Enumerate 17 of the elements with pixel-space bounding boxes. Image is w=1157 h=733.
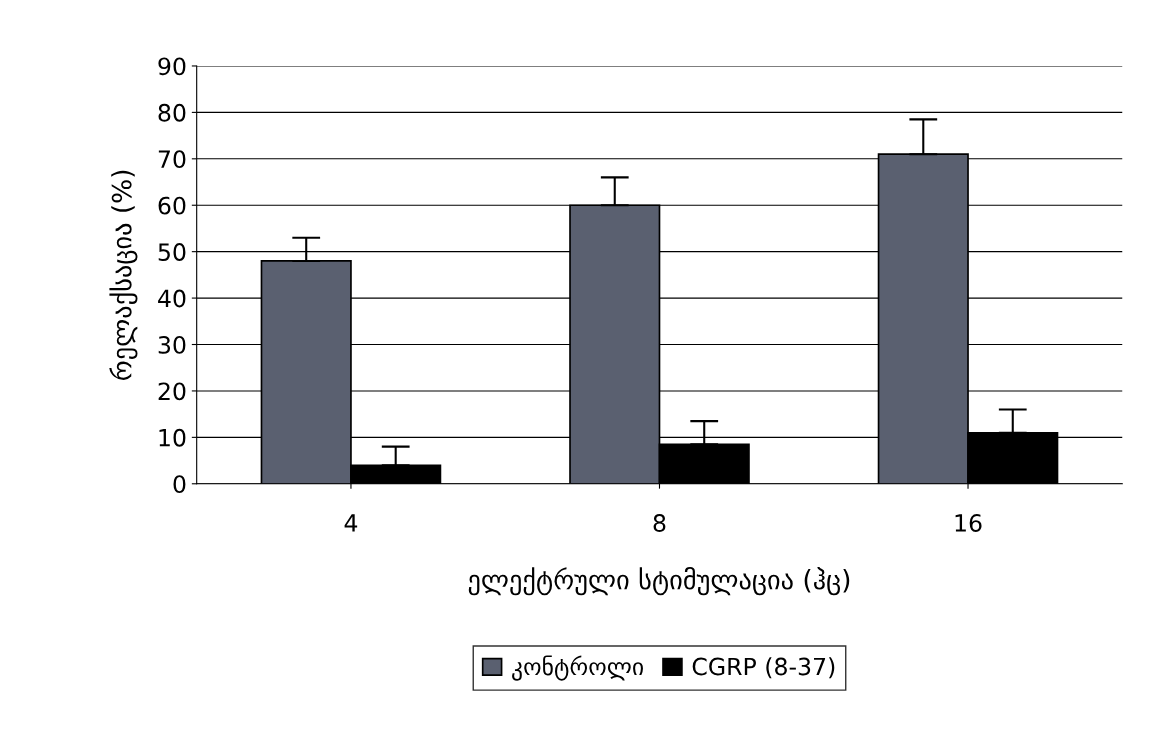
y-tick-label: 40 xyxy=(158,289,186,308)
y-tick-label: 80 xyxy=(158,103,186,122)
x-tick-label: 8 xyxy=(653,514,666,532)
legend-label: CGRP (8-37) xyxy=(692,657,835,679)
y-tick-label: 50 xyxy=(158,243,186,261)
y-axis-title: რელაქსაცია (%) xyxy=(109,170,138,380)
y-tick-label: 70 xyxy=(158,150,186,169)
legend-label: კონტროლი xyxy=(512,655,643,681)
x-tick-label: 16 xyxy=(955,514,982,532)
y-tick-label: 10 xyxy=(159,428,186,447)
y-tick-label: 60 xyxy=(158,196,186,215)
y-tick-label: 0 xyxy=(173,475,186,494)
y-tick-label: 30 xyxy=(158,335,186,354)
y-tick-label: 90 xyxy=(158,57,186,76)
y-tick-label: 20 xyxy=(158,382,186,401)
x-tick-label: 4 xyxy=(344,514,358,532)
x-axis-title: ელექტრული სტიმულაცია (ჰც) xyxy=(468,567,850,596)
